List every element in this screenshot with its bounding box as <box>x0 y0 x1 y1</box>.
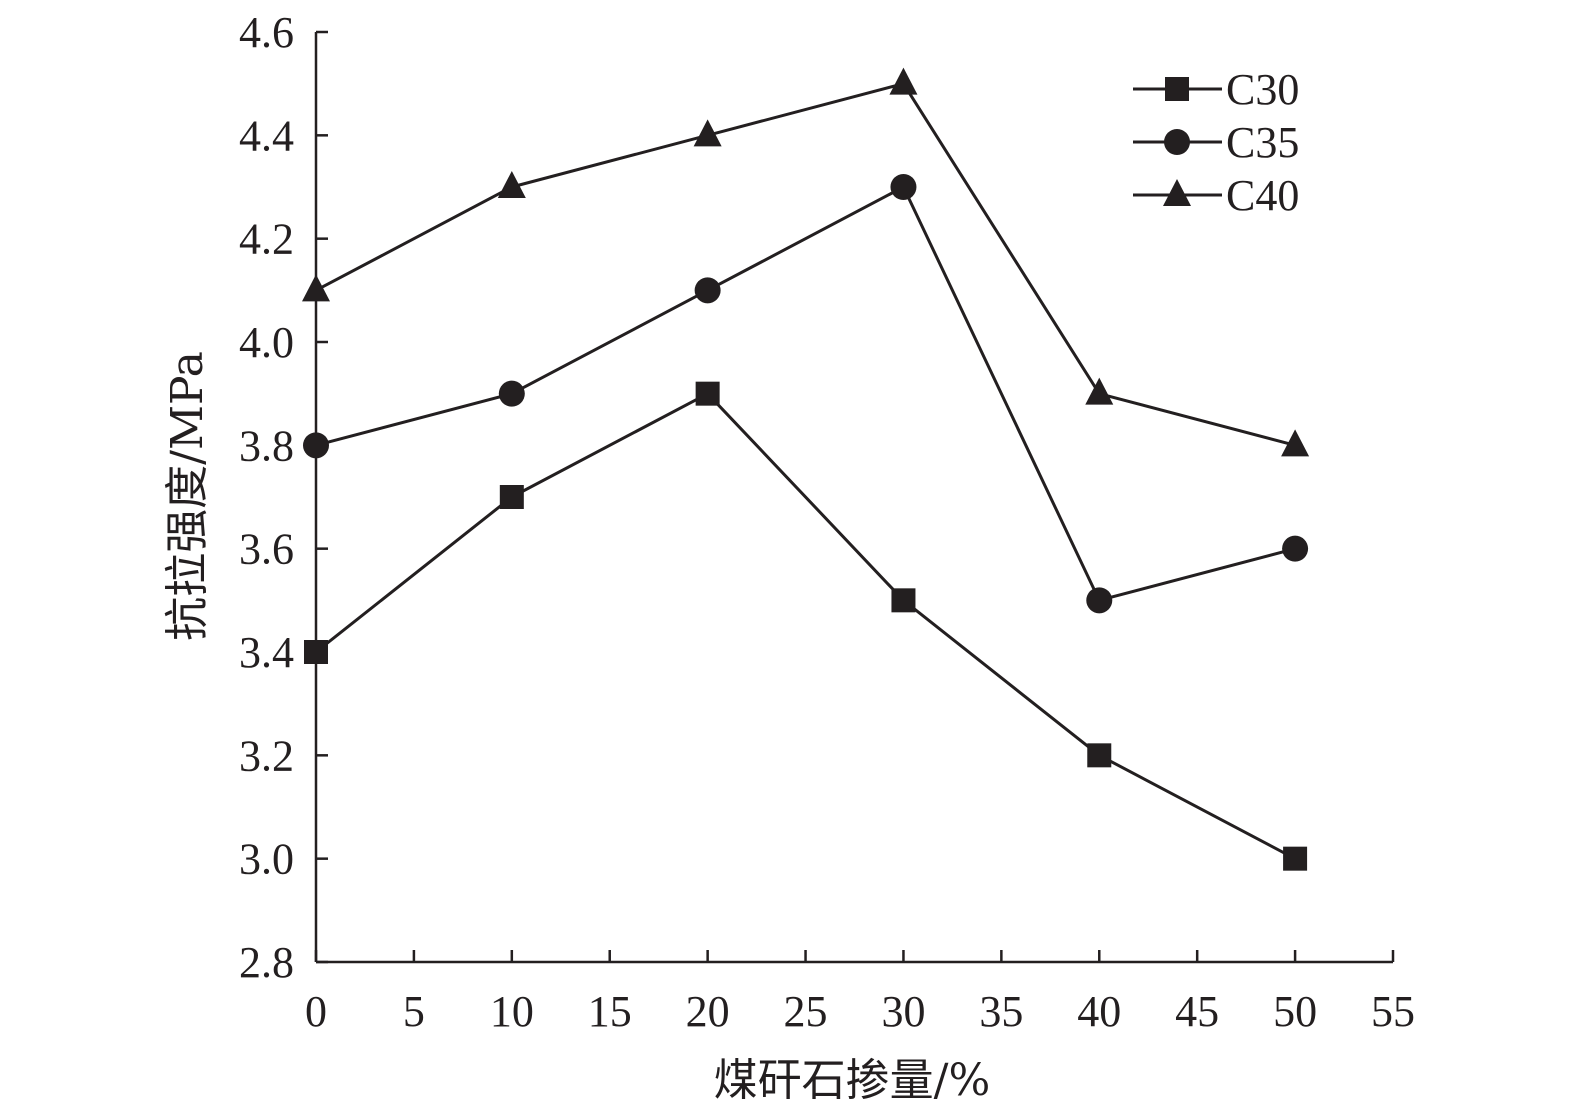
x-tick-label: 20 <box>686 987 730 1036</box>
data-point-c35 <box>694 277 721 304</box>
data-point-c35 <box>303 432 329 459</box>
series-line-c30 <box>315 392 1296 860</box>
data-point-c30 <box>891 588 916 613</box>
x-tick-label: 50 <box>1273 987 1317 1036</box>
data-point-c40 <box>693 119 722 147</box>
data-point-c30 <box>1087 743 1112 768</box>
x-tick-label: 40 <box>1077 987 1121 1036</box>
axes: 0 5 10 15 20 25 30 35 40 45 50 55 2.8 3.0 3.2 3.4 3.6 3.8… <box>239 8 1415 1036</box>
data-point-c30 <box>1283 846 1308 871</box>
legend-marker-c30 <box>1165 77 1189 101</box>
y-tick-label: 2.8 <box>239 938 294 987</box>
x-axis-title: 煤矸石掺量/% <box>714 1055 991 1106</box>
data-point-c30 <box>304 640 328 664</box>
data-point-c40 <box>1281 429 1310 457</box>
legend-item-c30: C30 <box>1133 65 1299 114</box>
series-c30 <box>304 381 1308 871</box>
data-point-c35 <box>498 380 525 407</box>
legend-label: C35 <box>1226 118 1299 167</box>
series-c40 <box>302 67 1310 457</box>
y-tick-label: 4.4 <box>239 111 294 160</box>
data-point-c40 <box>302 274 330 302</box>
series-line-c40 <box>315 82 1296 447</box>
data-point-c35 <box>1086 587 1113 614</box>
x-tick-label: 45 <box>1175 987 1219 1036</box>
x-tick-label: 55 <box>1371 987 1415 1036</box>
x-tick-label: 25 <box>784 987 828 1036</box>
y-tick-label: 3.0 <box>239 835 294 884</box>
y-tick-label: 3.2 <box>239 731 294 780</box>
x-tick-label: 10 <box>490 987 534 1036</box>
y-tick-label: 3.8 <box>239 421 294 470</box>
data-point-c40 <box>889 67 918 95</box>
data-point-c30 <box>499 485 524 509</box>
data-point-c40 <box>497 171 526 198</box>
data-point-c35 <box>890 174 917 200</box>
data-point-c35 <box>1282 535 1309 562</box>
x-tick-label: 0 <box>305 987 327 1036</box>
series-layer <box>302 67 1310 871</box>
legend-label: C30 <box>1226 65 1299 114</box>
series-c35 <box>303 174 1309 614</box>
y-axis-title: 抗拉强度/MPa <box>162 351 213 641</box>
x-tick-label: 5 <box>403 987 425 1036</box>
x-tick-label: 15 <box>588 987 632 1036</box>
x-tick-label: 35 <box>979 987 1023 1036</box>
legend-item-c35: C35 <box>1133 118 1299 167</box>
legend-marker-c35 <box>1164 129 1190 155</box>
series-line-c35 <box>315 185 1296 602</box>
legend-label: C40 <box>1226 171 1299 220</box>
legend-item-c40: C40 <box>1133 171 1299 220</box>
y-tick-label: 3.4 <box>239 628 294 677</box>
y-tick-label: 4.0 <box>239 318 294 367</box>
legend-marker-c40 <box>1163 179 1191 206</box>
x-tick-label: 30 <box>881 987 925 1036</box>
data-point-c30 <box>695 381 720 406</box>
y-tick-label: 4.6 <box>239 8 294 57</box>
data-point-c40 <box>1085 377 1114 405</box>
y-tick-label: 3.6 <box>239 525 294 574</box>
y-tick-label: 4.2 <box>239 215 294 264</box>
